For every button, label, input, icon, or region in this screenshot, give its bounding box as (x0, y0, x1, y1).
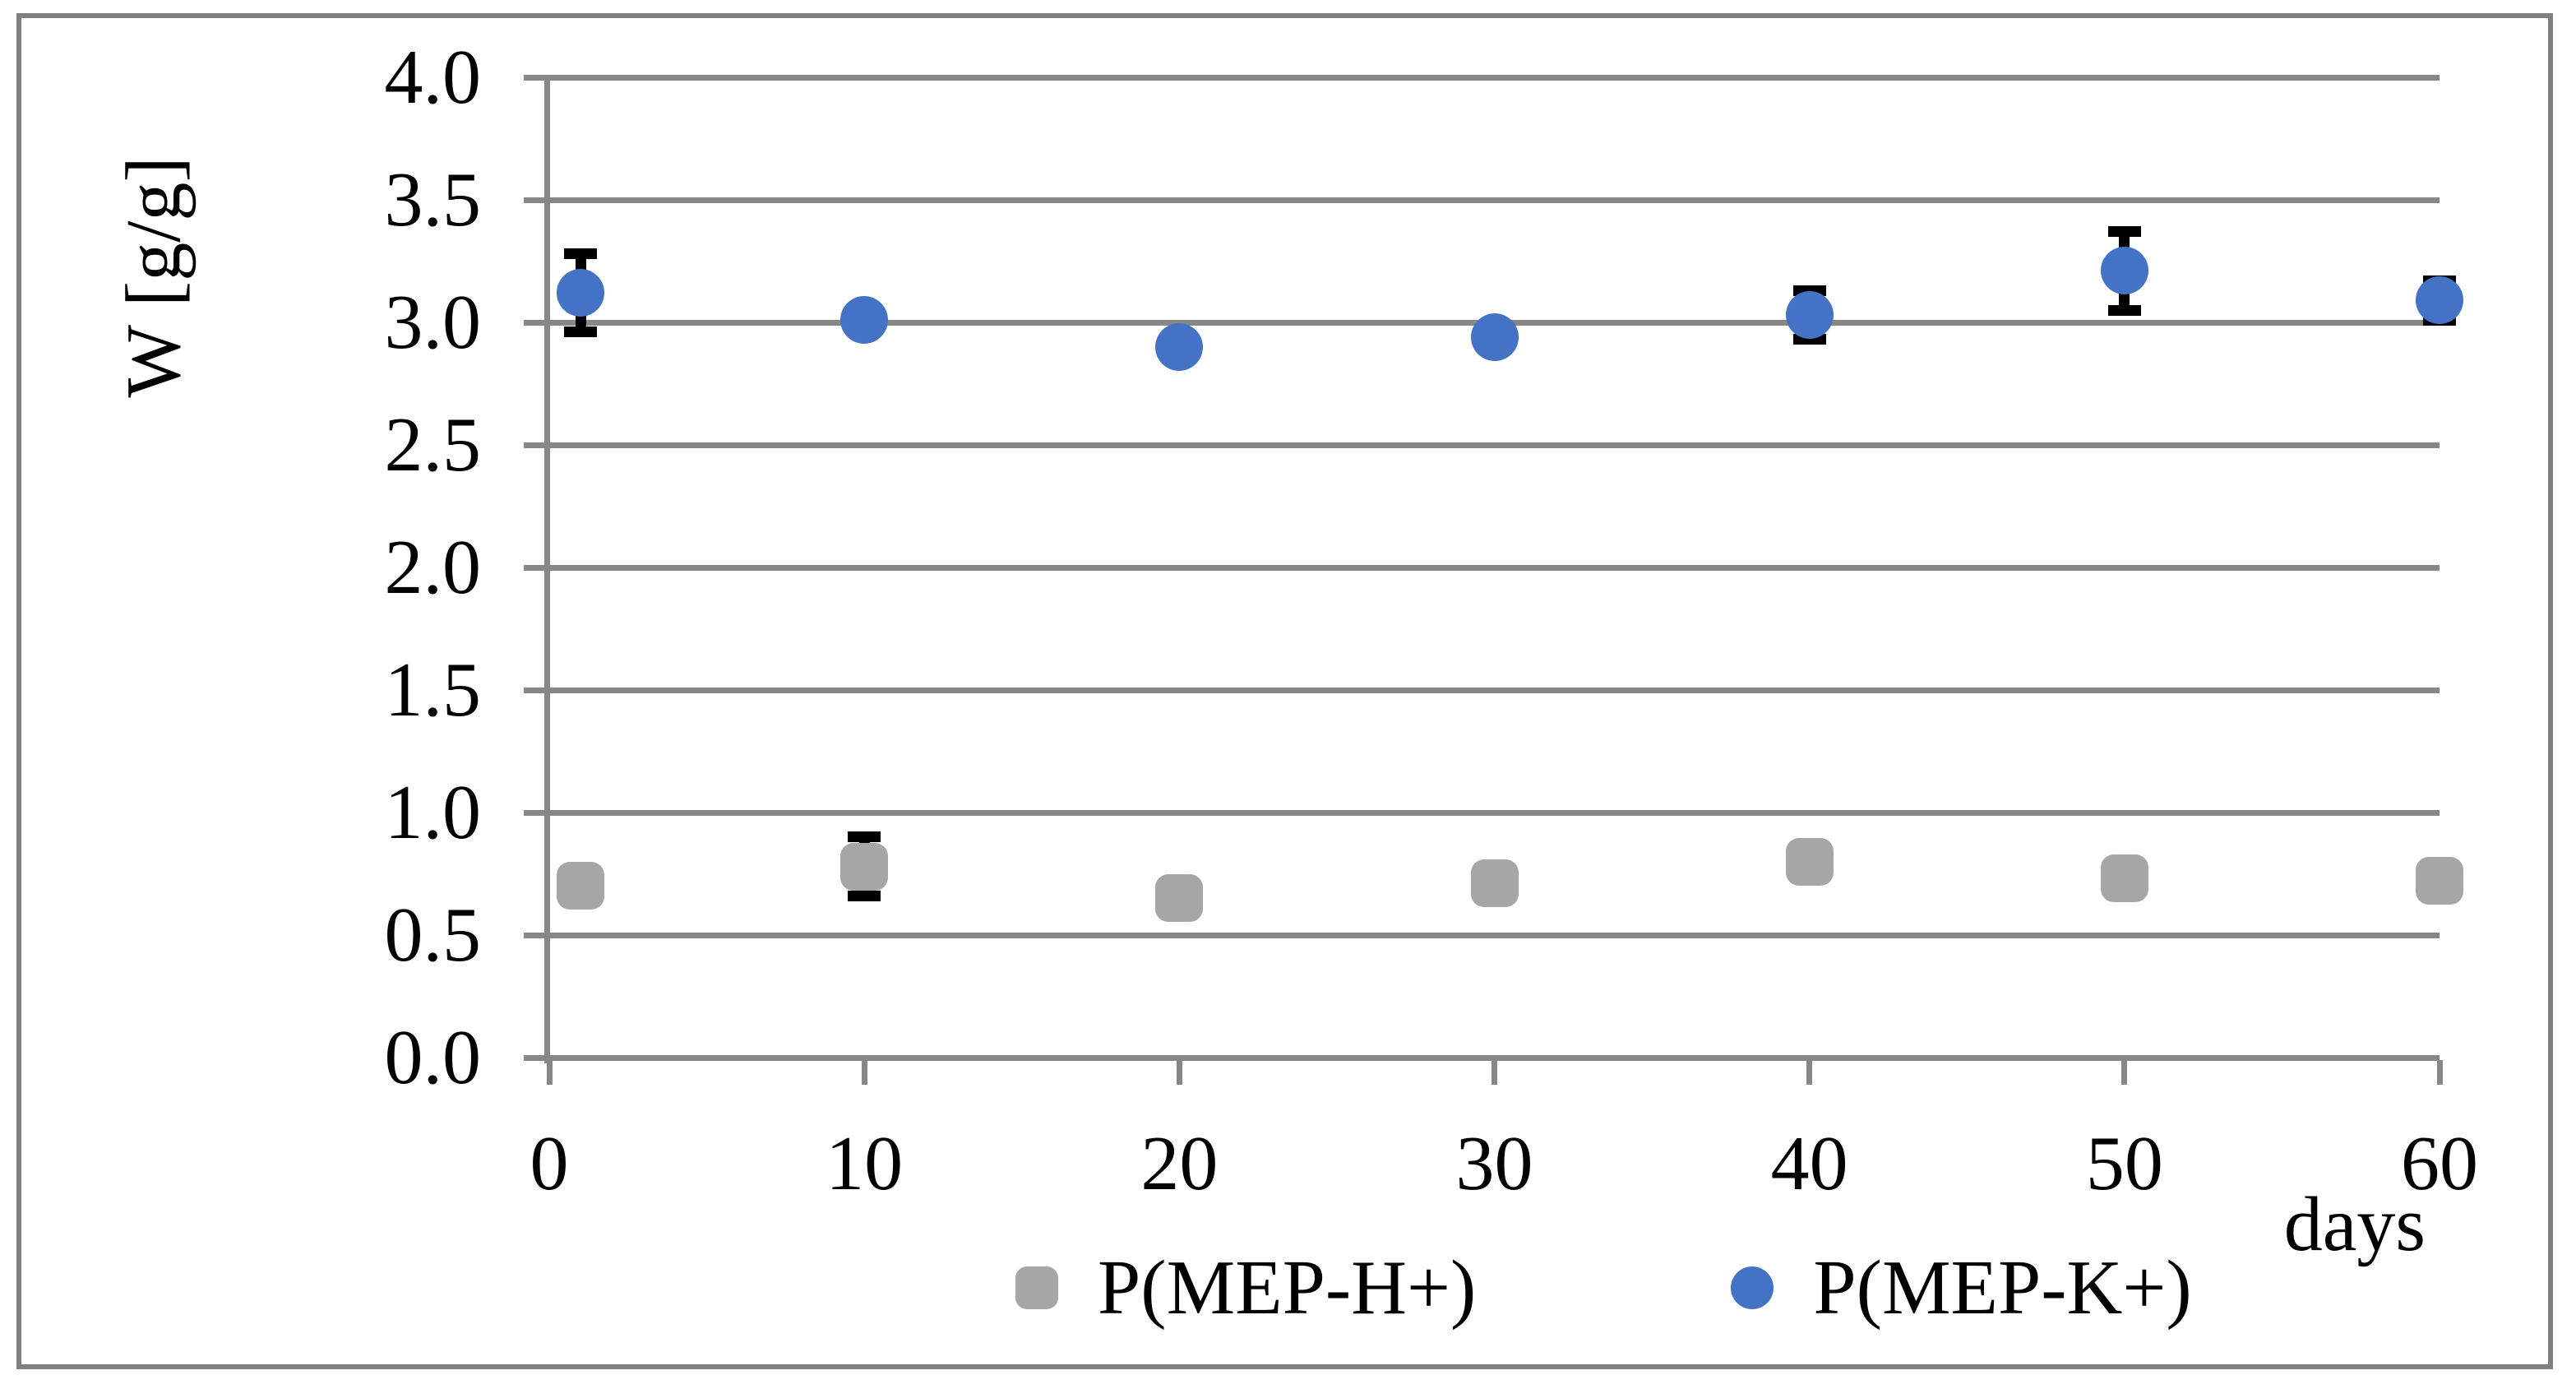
data-point-pmeph (2100, 854, 2148, 903)
y-axis-tick (524, 442, 549, 448)
y-axis-tick (524, 564, 549, 571)
data-point-pmepk (1470, 313, 1519, 361)
y-axis-tick (524, 319, 549, 326)
legend-label: P(MEP-H+) (1098, 1245, 1477, 1331)
legend-label: P(MEP-K+) (1813, 1245, 2192, 1331)
legend-marker-circle (1731, 1266, 1774, 1309)
x-tick-label: 50 (2085, 1121, 2163, 1206)
y-axis-tick (524, 1054, 549, 1061)
y-tick-label: 0.0 (384, 1015, 482, 1100)
y-tick-label: 2.5 (384, 402, 482, 488)
y-axis-tick (524, 687, 549, 693)
x-axis-tick (861, 1060, 867, 1085)
x-axis-title: days (2283, 1182, 2426, 1267)
y-tick-label: 1.5 (384, 647, 482, 733)
y-tick-label: 3.0 (384, 280, 482, 365)
error-bar-cap-bottom (2107, 304, 2141, 316)
data-point-pmeph (557, 862, 605, 910)
x-tick-label: 30 (1455, 1121, 1533, 1206)
legend-marker-square (1015, 1266, 1058, 1309)
data-point-pmeph (2416, 857, 2463, 905)
y-axis-tick (524, 932, 549, 938)
x-axis-tick (1176, 1060, 1182, 1085)
data-point-pmepk (2416, 276, 2463, 325)
y-axis-tick (524, 197, 549, 203)
y-gridline (549, 442, 2440, 448)
y-tick-label: 3.5 (384, 157, 482, 243)
legend: P(MEP-H+) P(MEP-K+) (1015, 1247, 2192, 1329)
x-axis-tick (2121, 1060, 2128, 1085)
x-tick-label: 20 (1140, 1121, 1219, 1206)
y-tick-label: 0.5 (384, 892, 482, 978)
y-tick-label: 2.0 (384, 525, 482, 610)
x-axis-tick (2436, 1060, 2443, 1085)
error-bar-cap-bottom (848, 890, 881, 901)
y-tick-label: 1.0 (384, 770, 482, 855)
error-bar-cap-top (2107, 226, 2141, 238)
error-bar-cap-top (564, 248, 598, 260)
y-gridline (549, 1054, 2440, 1061)
x-tick-label: 10 (826, 1121, 904, 1206)
figure-border (16, 13, 2553, 1369)
y-gridline (549, 197, 2440, 203)
y-tick-label: 4.0 (384, 35, 482, 120)
data-point-pmepk (2100, 247, 2148, 295)
x-tick-label: 40 (1770, 1121, 1848, 1206)
y-gridline (549, 687, 2440, 693)
y-axis-tick (524, 809, 549, 816)
legend-entry: P(MEP-H+) (1015, 1247, 1476, 1329)
x-axis-tick (1806, 1060, 1813, 1085)
error-bar-cap-top (848, 831, 881, 843)
data-point-pmeph (840, 842, 889, 891)
y-axis-tick (524, 74, 549, 81)
x-tick-label: 60 (2401, 1121, 2478, 1206)
data-point-pmeph (1470, 859, 1519, 908)
x-axis-tick (546, 1060, 553, 1085)
x-axis-tick (1491, 1060, 1497, 1085)
legend-entry: P(MEP-K+) (1731, 1245, 2192, 1331)
error-bar-cap-bottom (564, 326, 598, 338)
y-axis-title: W [g/g] (111, 156, 197, 398)
y-gridline (549, 809, 2440, 816)
data-point-pmepk (1785, 291, 1834, 340)
data-point-pmeph (1785, 837, 1834, 886)
y-gridline (549, 932, 2440, 938)
data-point-pmepk (840, 296, 889, 345)
y-axis-line (544, 77, 550, 1063)
data-point-pmeph (1155, 874, 1204, 923)
x-tick-label: 0 (530, 1121, 569, 1206)
y-gridline (549, 564, 2440, 571)
y-gridline (549, 74, 2440, 81)
data-point-pmepk (1155, 322, 1204, 371)
data-point-pmepk (557, 269, 605, 317)
